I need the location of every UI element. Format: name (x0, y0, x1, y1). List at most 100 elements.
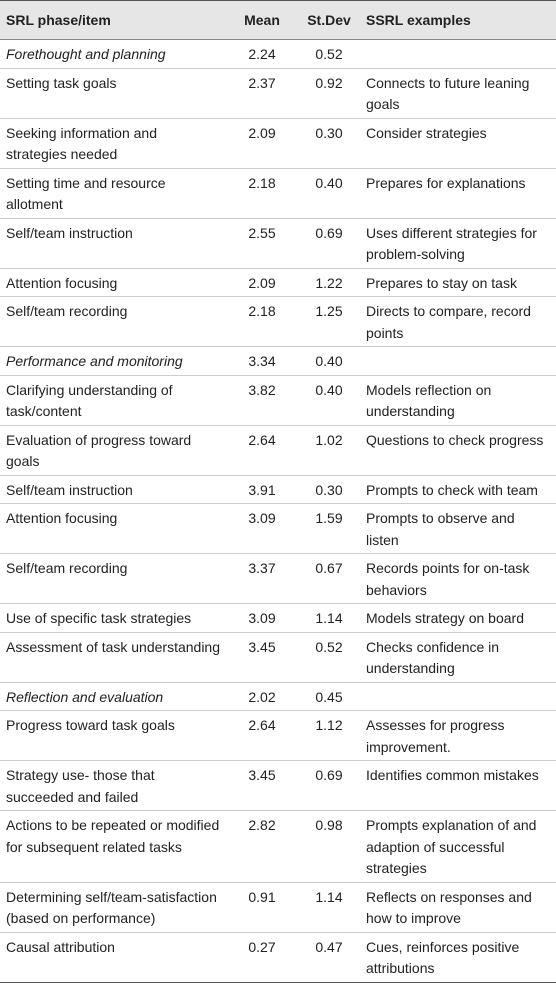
table-cell: Use of specific task strategies (0, 603, 226, 633)
table-cell: 2.09 (226, 268, 298, 297)
table-cell: Questions to check progress (360, 425, 556, 476)
table-cell: Prompts to check with team (360, 475, 556, 504)
table-cell: 1.25 (298, 296, 360, 347)
table-cell: 0.67 (298, 553, 360, 604)
item-row: Self/team instruction 2.55 0.69 Uses differ… (0, 218, 556, 269)
table-cell: 0.69 (298, 760, 360, 811)
empty-cell (360, 682, 556, 711)
table-cell: Self/team instruction (0, 475, 226, 504)
item-row: Self/team recording 3.37 0.67 Records point… (0, 553, 556, 604)
column-header: St.Dev (298, 0, 360, 40)
item-row: Clarifying understanding of task/content… (0, 375, 556, 426)
item-row: Determining self/team-satisfaction (base… (0, 882, 556, 933)
section-row: Performance and monitoring 3.34 0.40 (0, 346, 556, 376)
table-cell: 2.24 (226, 39, 298, 69)
table-cell: Actions to be repeated or modified for s… (0, 810, 226, 883)
header-row: SRL phase/item Mean St.Dev SSRL examples (0, 0, 556, 40)
table-cell: 0.98 (298, 810, 360, 883)
item-row: Setting task goals 2.37 0.92 Connects to fu… (0, 68, 556, 119)
table-cell: 2.18 (226, 296, 298, 347)
item-row: Setting time and resource allotment 2.18 0… (0, 168, 556, 219)
table-cell: Models reflection on understanding (360, 375, 556, 426)
table-cell: 3.09 (226, 503, 298, 554)
table-cell: Assesses for progress improvement. (360, 710, 556, 761)
table-cell: Checks confidence in understanding (360, 632, 556, 683)
table-header: SRL phase/item Mean St.Dev SSRL examples (0, 0, 556, 40)
table-cell: Consider strategies (360, 118, 556, 169)
item-row: Actions to be repeated or modified for s… (0, 810, 556, 883)
table-cell: 0.30 (298, 475, 360, 504)
table-cell: 1.02 (298, 425, 360, 476)
table-cell: 0.92 (298, 68, 360, 119)
table-cell: Models strategy on board (360, 603, 556, 633)
table-cell: 0.47 (298, 932, 360, 983)
section-row: Forethought and planning 2.24 0.52 (0, 39, 556, 69)
table-cell: Prompts explanation of and adaption of s… (360, 810, 556, 883)
table-cell: 2.37 (226, 68, 298, 119)
table-cell: 0.40 (298, 168, 360, 219)
table-cell: Forethought and planning (0, 39, 226, 69)
table-cell: 2.02 (226, 682, 298, 711)
table-cell: 3.34 (226, 346, 298, 376)
table-cell: Self/team recording (0, 553, 226, 604)
table-cell: Performance and monitoring (0, 346, 226, 376)
table-cell: 2.09 (226, 118, 298, 169)
table-cell: 0.30 (298, 118, 360, 169)
table-cell: Assessment of task understanding (0, 632, 226, 683)
item-row: Causal attribution 0.27 0.47 Cues, reinforc… (0, 932, 556, 983)
table-cell: Setting task goals (0, 68, 226, 119)
table-cell: 1.22 (298, 268, 360, 297)
table-cell: Attention focusing (0, 268, 226, 297)
table-body: Forethought and planning 2.24 0.52 Setting … (0, 39, 556, 983)
table-cell: Reflects on responses and how to improve (360, 882, 556, 933)
table-cell: 0.52 (298, 632, 360, 683)
column-header: Mean (226, 0, 298, 40)
item-row: Attention focusing 3.09 1.59 Prompts to obs… (0, 503, 556, 554)
item-row: Attention focusing 2.09 1.22 Prepares to st… (0, 268, 556, 297)
table-cell: Prepares to stay on task (360, 268, 556, 297)
column-header: SSRL examples (360, 0, 556, 40)
table-cell: 0.40 (298, 375, 360, 426)
empty-cell (360, 39, 556, 69)
empty-cell (360, 346, 556, 376)
table-cell: 2.64 (226, 425, 298, 476)
table-cell: 2.55 (226, 218, 298, 269)
table-cell: 0.27 (226, 932, 298, 983)
table-cell: Progress toward task goals (0, 710, 226, 761)
item-row: Self/team instruction 3.91 0.30 Prompts to … (0, 475, 556, 504)
table-cell: 1.14 (298, 603, 360, 633)
table-cell: 0.45 (298, 682, 360, 711)
table-cell: Connects to future leaning goals (360, 68, 556, 119)
table-cell: Prompts to observe and listen (360, 503, 556, 554)
item-row: Strategy use- those that succeeded and f… (0, 760, 556, 811)
table-cell: 0.52 (298, 39, 360, 69)
table-cell: Cues, reinforces positive attributions (360, 932, 556, 983)
table-cell: Setting time and resource allotment (0, 168, 226, 219)
table-cell: 3.91 (226, 475, 298, 504)
table-cell: Clarifying understanding of task/content (0, 375, 226, 426)
table-cell: 3.09 (226, 603, 298, 633)
item-row: Seeking information and strategies neede… (0, 118, 556, 169)
table-cell: 3.45 (226, 632, 298, 683)
item-row: Evaluation of progress toward goals 2.64 1… (0, 425, 556, 476)
item-row: Progress toward task goals 2.64 1.12 Assess… (0, 710, 556, 761)
table-cell: 0.69 (298, 218, 360, 269)
table-cell: 2.18 (226, 168, 298, 219)
table-cell: Records points for on-task behaviors (360, 553, 556, 604)
section-row: Reflection and evaluation 2.02 0.45 (0, 682, 556, 711)
table-cell: 1.14 (298, 882, 360, 933)
table-cell: 1.12 (298, 710, 360, 761)
table-cell: Reflection and evaluation (0, 682, 226, 711)
table-cell: Determining self/team-satisfaction (base… (0, 882, 226, 933)
table-cell: 2.82 (226, 810, 298, 883)
table-cell: 0.40 (298, 346, 360, 376)
table-cell: 3.45 (226, 760, 298, 811)
table-cell: 3.82 (226, 375, 298, 426)
table-cell: Seeking information and strategies neede… (0, 118, 226, 169)
table-cell: Self/team recording (0, 296, 226, 347)
table-cell: Causal attribution (0, 932, 226, 983)
item-row: Use of specific task strategies 3.09 1.14 M… (0, 603, 556, 633)
table-cell: Directs to compare, record points (360, 296, 556, 347)
